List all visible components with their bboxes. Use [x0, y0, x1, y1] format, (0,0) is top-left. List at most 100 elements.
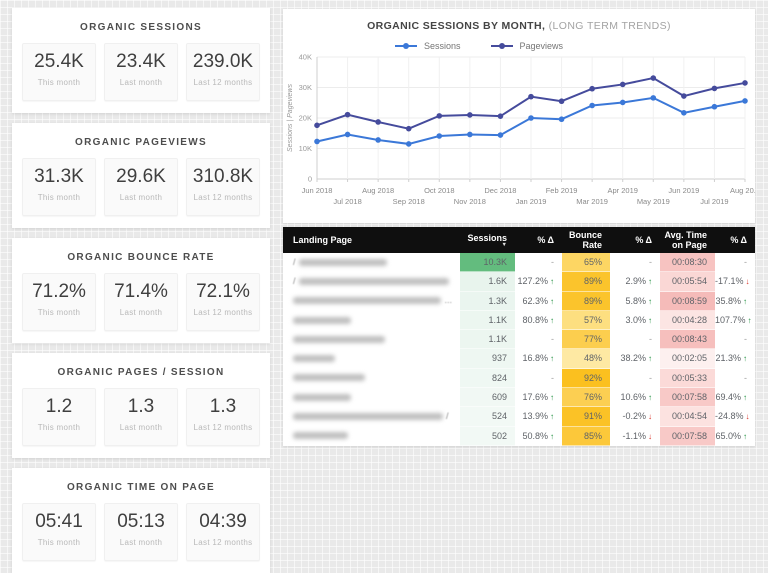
redacted-landing-page [293, 355, 335, 363]
trend-up-icon: ↑ [648, 354, 652, 364]
x-tick-label: Nov 2018 [454, 197, 486, 206]
table-row: 937 16.8% ↑ 48% 38.2% ↑ 00:02:05 21.3% ↑ [283, 349, 755, 369]
data-point [497, 113, 504, 119]
avg-time-cell: 00:08:30 [660, 253, 715, 273]
column-header-2[interactable]: % Δ [515, 235, 562, 245]
data-point [436, 133, 443, 139]
column-header-1[interactable]: Sessions ▼ [460, 232, 515, 249]
delta-value: 2.9% [625, 276, 646, 287]
data-point [344, 131, 351, 138]
column-header-3[interactable]: Bounce Rate [562, 230, 610, 251]
x-tick-label: Sep 2018 [393, 197, 425, 206]
metric-period-label: Last month [119, 193, 163, 202]
delta-value: 21.3% [715, 353, 741, 364]
bounce-rate-cell: 48% [562, 349, 610, 369]
data-point [405, 125, 412, 132]
metric-period-label: This month [37, 308, 81, 317]
data-point [589, 102, 595, 109]
scorecard-title: ORGANIC TIME ON PAGE [66, 482, 216, 493]
metric-tile: 25.4K This month [22, 43, 96, 101]
trend-up-icon: ↑ [747, 315, 752, 325]
table-header-row: Landing Page Sessions ▼ % Δ Bounce Rate % Δ Av… [283, 227, 755, 253]
delta-value: 107.7% [715, 314, 746, 325]
avg-time-cell: 00:07:58 [660, 388, 715, 408]
chart-plot-area: 40K 30K 20K 10K 0 Sessions | Pageviews Jun 201… [283, 51, 760, 216]
metric-value: 72.1% [196, 281, 250, 302]
column-header-label: Landing Page [293, 234, 353, 245]
table-row: 609 17.6% ↑ 76% 10.6% ↑ 00:07:58 69.4% ↑ [283, 388, 755, 408]
metric-period-label: Last month [119, 538, 163, 547]
data-point [681, 110, 687, 116]
redacted-landing-page [293, 432, 348, 440]
data-point [375, 137, 381, 143]
delta-cell: -24.8% ↓ [715, 407, 755, 427]
sort-desc-icon[interactable]: ▼ [501, 242, 507, 249]
delta-cell: 107.7% ↑ [715, 311, 755, 331]
column-header-label: % Δ [635, 234, 652, 245]
data-point [742, 80, 748, 86]
delta-value: - [649, 257, 652, 267]
data-point [528, 115, 534, 121]
delta-value: -17.1% [715, 276, 744, 287]
metric-value: 29.6K [116, 166, 166, 187]
delta-value: 50.8% [522, 430, 548, 441]
data-point [711, 103, 718, 110]
sessions-cell: 609 [460, 388, 515, 408]
delta-cell: 38.2% ↑ [610, 349, 660, 369]
data-point [467, 131, 473, 138]
landing-page-cell: / [283, 407, 460, 427]
delta-cell: 16.8% ↑ [515, 349, 562, 369]
x-tick-label: Jun 2019 [668, 186, 699, 195]
chart-title: ORGANIC SESSIONS BY MONTH, (LONG TERM TR… [283, 9, 755, 32]
table-row: /524 13.9% ↑ 91% -0.2% ↓ 00:04:54 -24.8% ↓ [283, 407, 755, 427]
column-header-4[interactable]: % Δ [610, 235, 660, 245]
data-point [314, 122, 320, 129]
redacted-landing-page [293, 393, 351, 401]
trend-up-icon: ↑ [743, 393, 747, 403]
table-row: 502 50.8% ↑ 85% -1.1% ↓ 00:07:58 65.0% ↑ [283, 426, 755, 446]
table-body: /10.3K -65% -00:08:30-/1.6K 127.2% ↑ 89% 2.9% ↑… [283, 253, 755, 446]
column-header-0[interactable]: Landing Page [283, 235, 460, 245]
metric-tile-row: 05:41 This month 05:13 Last month 04:39 Last … [22, 503, 260, 561]
sessions-cell: 824 [460, 368, 515, 389]
metric-period-label: Last 12 months [193, 423, 253, 432]
x-tick-label: May 2019 [637, 197, 670, 206]
metric-value: 05:13 [117, 511, 165, 532]
sessions-cell: 1.1K [460, 310, 515, 331]
delta-cell: - [715, 253, 755, 273]
scorecard-title: ORGANIC BOUNCE RATE [67, 252, 215, 263]
scorecard-title: ORGANIC SESSIONS [80, 22, 202, 33]
delta-cell: 21.3% ↑ [715, 349, 755, 369]
delta-value: - [551, 372, 554, 383]
x-tick-label: Jul 2019 [700, 197, 728, 206]
x-tick-label: Aug 2018 [362, 186, 394, 195]
data-point [467, 112, 473, 118]
delta-cell: 69.4% ↑ [715, 388, 755, 408]
delta-value: 13.9% [522, 411, 548, 422]
trend-up-icon: ↑ [550, 354, 554, 364]
delta-value: 80.8% [522, 314, 548, 325]
landing-page-prefix: / [293, 275, 296, 286]
delta-value: - [744, 334, 747, 345]
legend-marker-icon [395, 43, 417, 49]
landing-page-cell [283, 330, 460, 350]
redacted-landing-page [298, 258, 387, 266]
metric-value: 71.2% [32, 281, 86, 302]
landing-page-table: Landing Page Sessions ▼ % Δ Bounce Rate % Δ Av… [283, 227, 755, 446]
metric-tile: 1.2 This month [22, 388, 96, 446]
delta-cell: -0.2% ↓ [610, 407, 660, 427]
x-tick-label: Jun 2018 [302, 186, 333, 195]
column-header-6[interactable]: % Δ [715, 235, 755, 245]
column-header-label: Sessions [467, 232, 507, 243]
x-tick-label: Mar 2019 [576, 197, 608, 206]
sessions-cell: 524 [460, 407, 515, 427]
delta-value: 35.8% [715, 295, 741, 306]
column-header-5[interactable]: Avg. Time on Page [660, 230, 715, 251]
redacted-landing-page [293, 335, 385, 343]
svg-text:30K: 30K [299, 83, 312, 92]
delta-value: - [551, 334, 554, 345]
bounce-rate-cell: 85% [562, 426, 610, 446]
data-point [405, 141, 412, 147]
metric-period-label: Last 12 months [193, 193, 253, 202]
landing-page-cell: / [283, 253, 460, 273]
